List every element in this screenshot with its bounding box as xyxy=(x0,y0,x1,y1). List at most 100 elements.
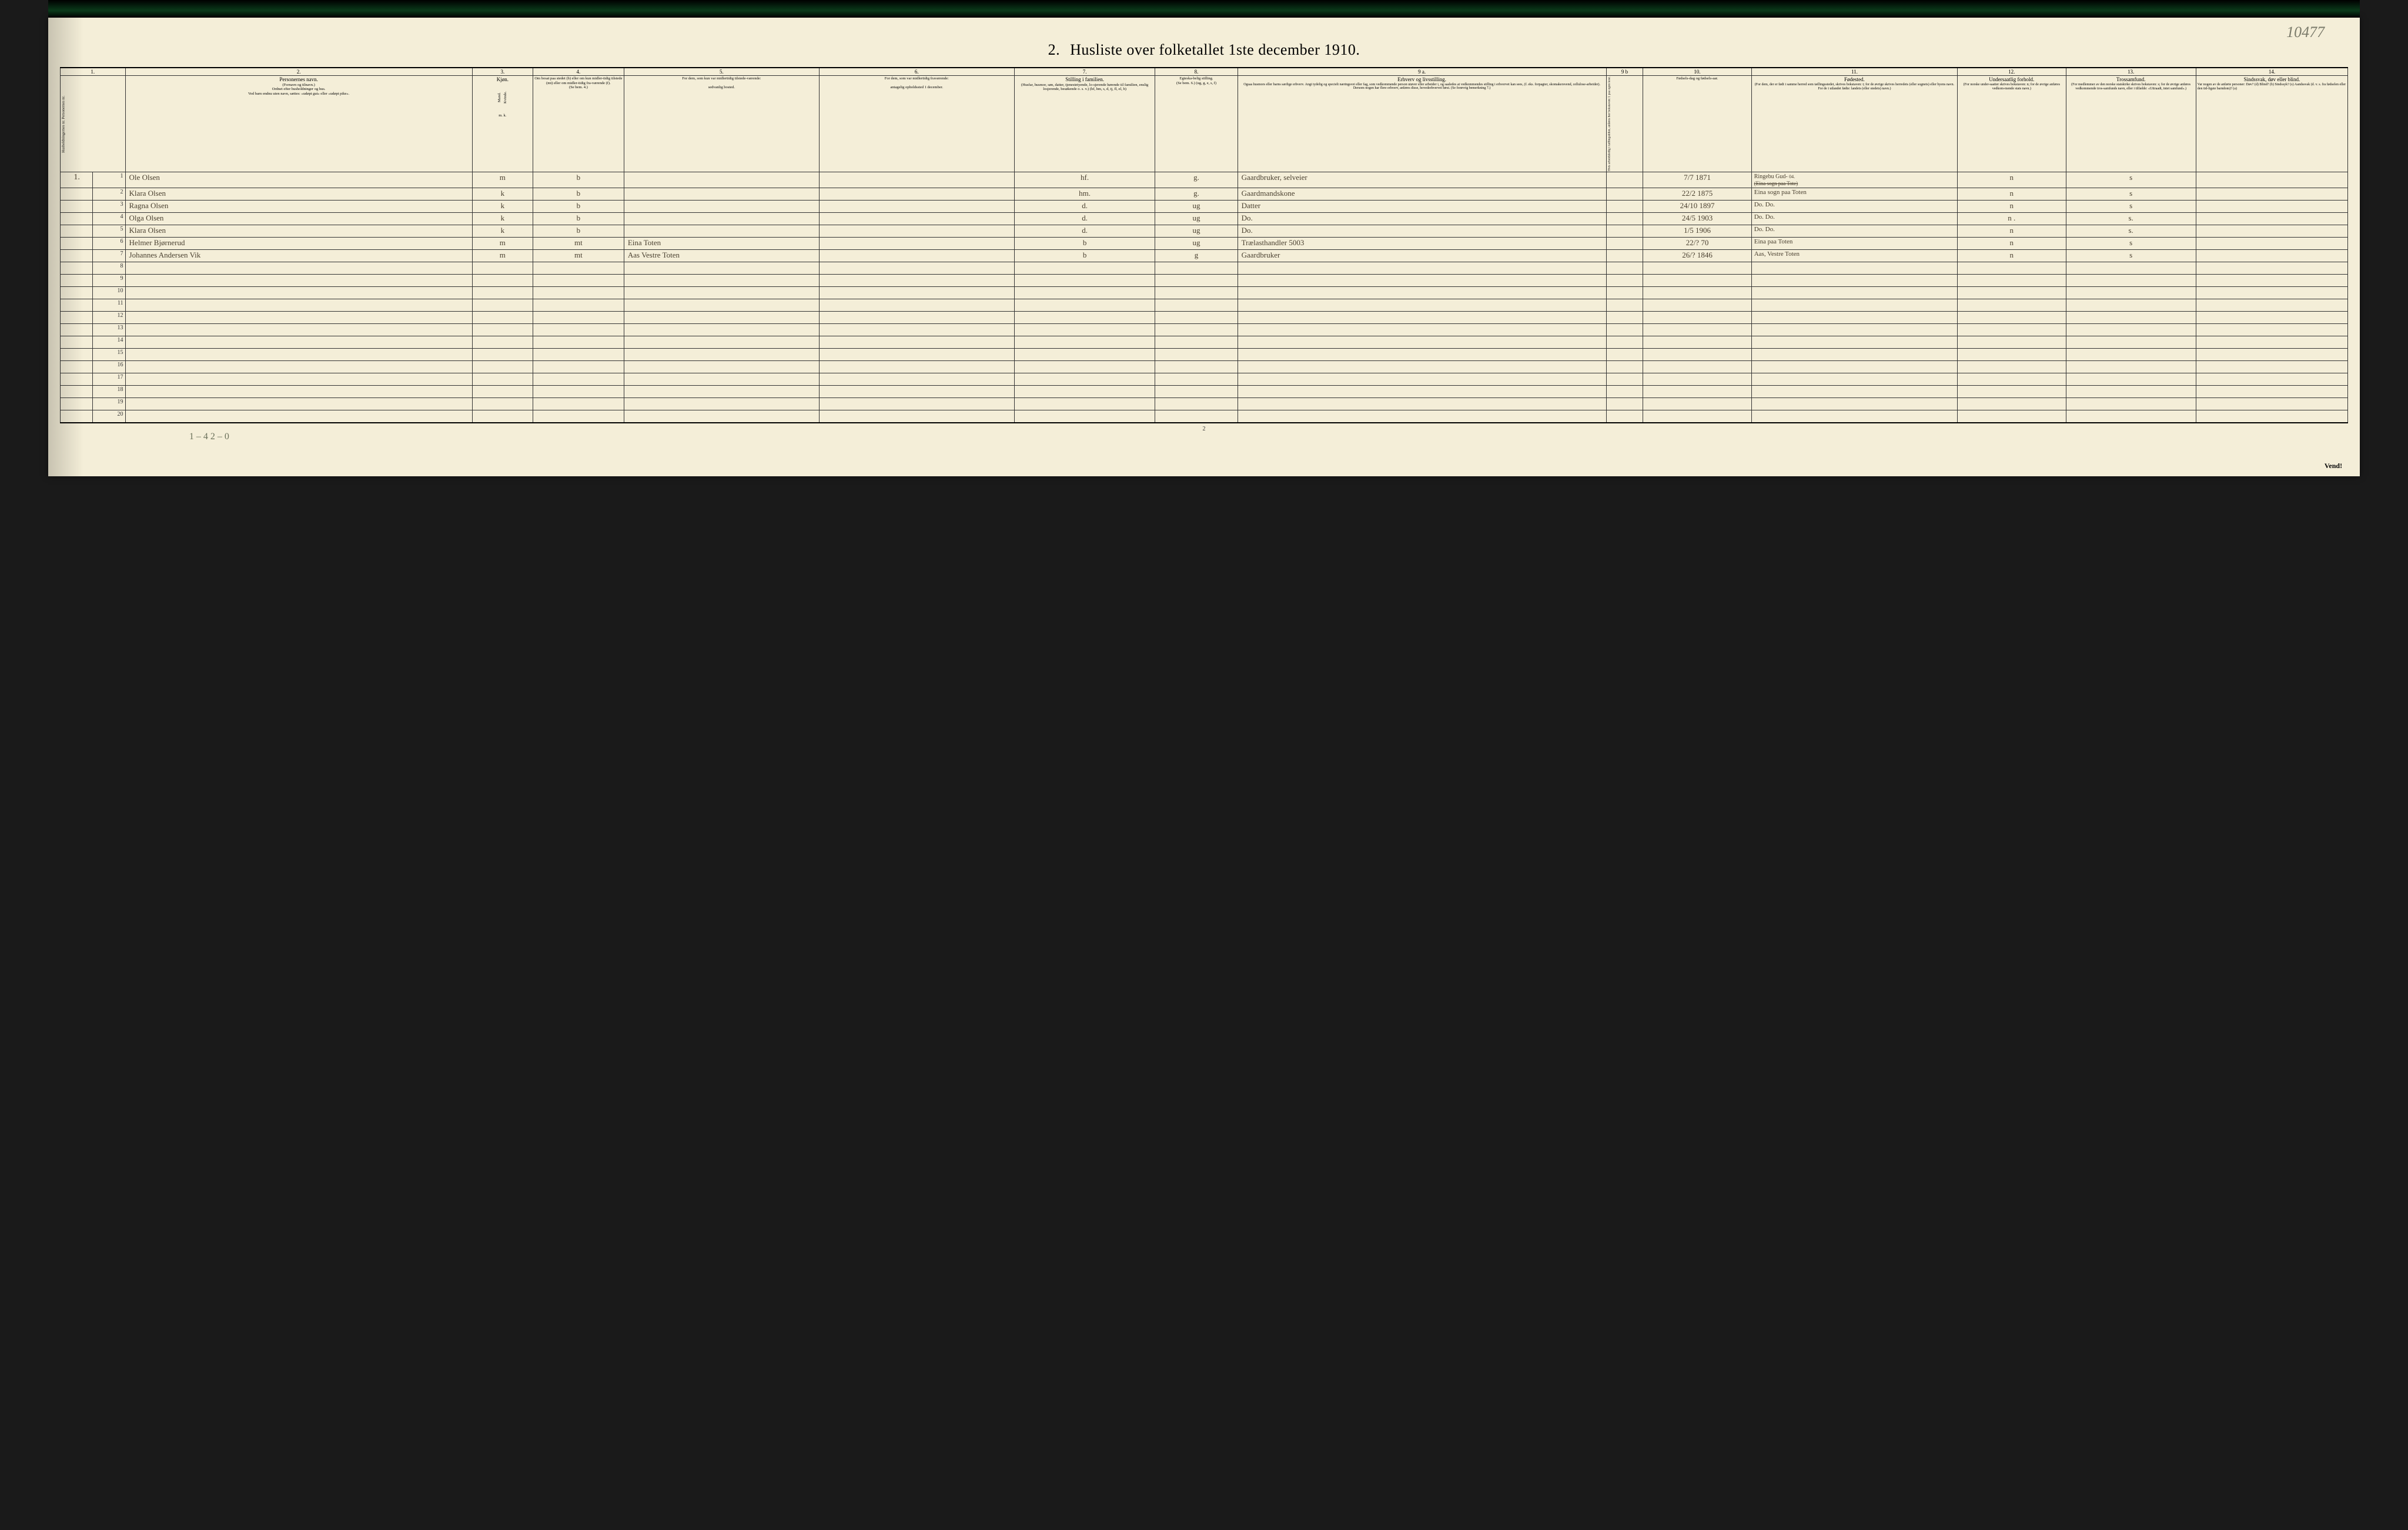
cell xyxy=(819,312,1014,324)
cell xyxy=(2066,349,2196,361)
cell xyxy=(1238,324,1606,336)
cell-birthplace xyxy=(1751,275,1957,287)
cell xyxy=(2066,262,2196,275)
cell xyxy=(1238,373,1606,386)
cell xyxy=(2196,201,2347,213)
cell: n xyxy=(1958,225,2066,238)
cell xyxy=(624,336,819,349)
hdr-c6: For dem, som var midlertidig fraværende:… xyxy=(819,76,1014,172)
cell: mt xyxy=(533,238,624,250)
cell xyxy=(2196,225,2347,238)
cell: d. xyxy=(1014,201,1155,213)
cell: Helmer Bjørnerud xyxy=(125,238,472,250)
cell-birthplace: Do. Do. xyxy=(1751,213,1957,225)
cell xyxy=(1014,312,1155,324)
cell xyxy=(2196,324,2347,336)
cell xyxy=(2196,262,2347,275)
cell xyxy=(533,312,624,324)
cell-birthplace xyxy=(1751,262,1957,275)
cell: ug xyxy=(1155,238,1238,250)
cell xyxy=(819,238,1014,250)
cell: 1 xyxy=(93,172,125,188)
colnum-3: 3. xyxy=(472,68,533,76)
cell xyxy=(60,201,92,213)
cell xyxy=(125,275,472,287)
cell: Gaardmandskone xyxy=(1238,188,1606,201)
cell xyxy=(1238,336,1606,349)
cell xyxy=(1958,287,2066,299)
cell: s xyxy=(2066,188,2196,201)
cell: n xyxy=(1958,172,2066,188)
colnum-8: 8. xyxy=(1155,68,1238,76)
census-page: 10477 2. Husliste over folketallet 1ste … xyxy=(48,18,2360,476)
cell xyxy=(1643,312,1751,324)
hdr-c12-title: Undersaatlig forhold. xyxy=(1959,76,2064,82)
cell: g. xyxy=(1155,188,1238,201)
cell xyxy=(60,324,92,336)
cell xyxy=(2196,275,2347,287)
cell-birthplace xyxy=(1751,410,1957,423)
cell xyxy=(1155,312,1238,324)
cell xyxy=(624,324,819,336)
cell xyxy=(1014,398,1155,410)
cell xyxy=(1958,336,2066,349)
cell xyxy=(1014,373,1155,386)
cell: s xyxy=(2066,201,2196,213)
cell: 1. xyxy=(60,172,92,188)
cell xyxy=(2196,349,2347,361)
cell xyxy=(2196,188,2347,201)
cell xyxy=(533,361,624,373)
cell xyxy=(472,349,533,361)
cell xyxy=(1606,373,1643,386)
cell: s xyxy=(2066,172,2196,188)
cell: 16 xyxy=(93,361,125,373)
cell xyxy=(1958,275,2066,287)
cell xyxy=(624,188,819,201)
table-row: 16 xyxy=(60,361,2347,373)
title-number: 2. xyxy=(1048,41,1061,58)
cell xyxy=(1606,398,1643,410)
colnum-11: 11. xyxy=(1751,68,1957,76)
cell xyxy=(533,336,624,349)
cell xyxy=(2066,373,2196,386)
hdr-c12-note: (For norske under-saatter skrives boksta… xyxy=(1959,83,2064,91)
cell xyxy=(1643,275,1751,287)
cell: Klara Olsen xyxy=(125,188,472,201)
cell: b xyxy=(533,213,624,225)
cell xyxy=(819,386,1014,398)
hdr-c2-note2: Ordnet efter husholdninger og hus. xyxy=(127,87,471,91)
cell xyxy=(2196,238,2347,250)
cell xyxy=(819,262,1014,275)
cell xyxy=(1606,299,1643,312)
hdr-c2: Personernes navn. (Fornavn og tilnavn.) … xyxy=(125,76,472,172)
cell xyxy=(2196,287,2347,299)
hdr-c13-title: Trossamfund. xyxy=(2068,76,2195,82)
hdr-c14: Sindssvak, døv eller blind. Var nogen av… xyxy=(2196,76,2347,172)
table-row: 12 xyxy=(60,312,2347,324)
cell xyxy=(624,201,819,213)
cell xyxy=(60,410,92,423)
cell xyxy=(1643,299,1751,312)
cell xyxy=(624,349,819,361)
cell: 26/? 1846 xyxy=(1643,250,1751,262)
cell xyxy=(1014,275,1155,287)
cell: hm. xyxy=(1014,188,1155,201)
cell xyxy=(1606,386,1643,398)
table-row: 5Klara Olsenkbd.ugDo.1/5 1906Do. Do.ns. xyxy=(60,225,2347,238)
cell xyxy=(2196,172,2347,188)
cell: d. xyxy=(1014,225,1155,238)
table-row: 8 xyxy=(60,262,2347,275)
hdr-c7-title: Stilling i familien. xyxy=(1016,76,1154,82)
cell-birthplace: Aas, Vestre Toten xyxy=(1751,250,1957,262)
cell xyxy=(1606,201,1643,213)
cell xyxy=(2066,312,2196,324)
cell: g. xyxy=(1155,172,1238,188)
cell xyxy=(624,361,819,373)
cell: 22/? 70 xyxy=(1643,238,1751,250)
cell xyxy=(60,349,92,361)
cell xyxy=(1238,386,1606,398)
cell: n xyxy=(1958,250,2066,262)
cell: 11 xyxy=(93,299,125,312)
cell xyxy=(819,398,1014,410)
cell xyxy=(1958,349,2066,361)
